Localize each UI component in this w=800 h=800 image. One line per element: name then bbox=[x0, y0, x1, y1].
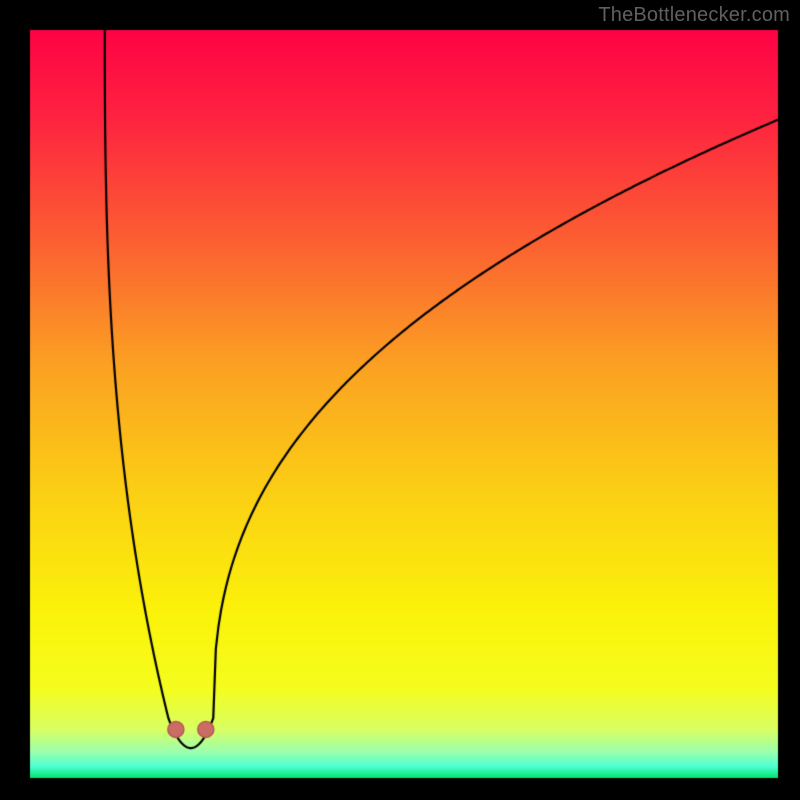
chart-stage: TheBottlenecker.com bbox=[0, 0, 800, 800]
bottleneck-curve-chart bbox=[0, 0, 800, 800]
